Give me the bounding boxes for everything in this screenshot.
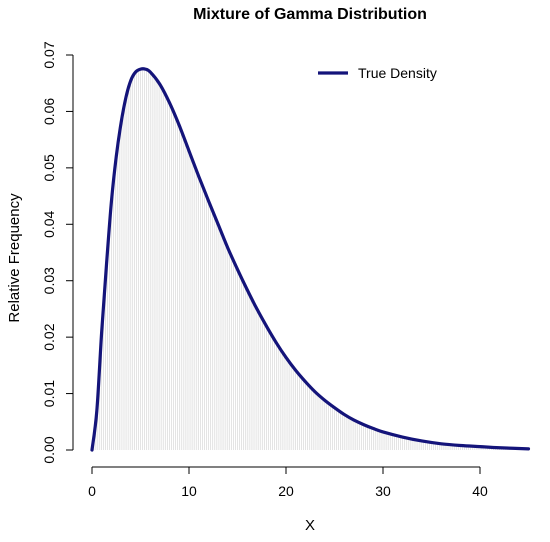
y-tick-label: 0.07 — [41, 41, 57, 68]
y-tick-label: 0.04 — [41, 210, 57, 237]
y-tick-label: 0.00 — [41, 436, 57, 463]
y-tick-label: 0.05 — [41, 154, 57, 181]
y-tick-label: 0.01 — [41, 380, 57, 407]
legend-label-true-density: True Density — [358, 65, 437, 81]
density-fill-lines — [93, 69, 529, 450]
x-axis-label: X — [305, 517, 315, 534]
y-tick-label: 0.03 — [41, 267, 57, 294]
x-tick-label: 0 — [88, 483, 96, 499]
y-axis-label: Relative Frequency — [6, 193, 23, 323]
x-tick-label: 10 — [181, 483, 197, 499]
y-axis-ticks: 0.00 0.01 0.02 0.03 0.04 0.05 0.06 0.07 — [41, 41, 73, 464]
y-tick-label: 0.02 — [41, 323, 57, 350]
legend: True Density — [318, 65, 437, 81]
x-tick-label: 20 — [278, 483, 294, 499]
x-tick-label: 40 — [472, 483, 488, 499]
x-axis-ticks: 0 10 20 30 40 — [88, 467, 488, 499]
chart-title: Mixture of Gamma Distribution — [193, 6, 427, 23]
series-line-true-density — [90, 67, 531, 452]
x-tick-label: 30 — [375, 483, 391, 499]
y-tick-label: 0.06 — [41, 98, 57, 125]
